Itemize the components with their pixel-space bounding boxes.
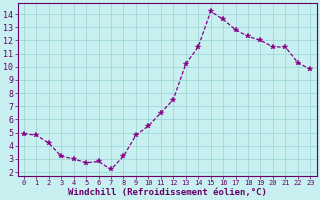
X-axis label: Windchill (Refroidissement éolien,°C): Windchill (Refroidissement éolien,°C)	[68, 188, 267, 197]
